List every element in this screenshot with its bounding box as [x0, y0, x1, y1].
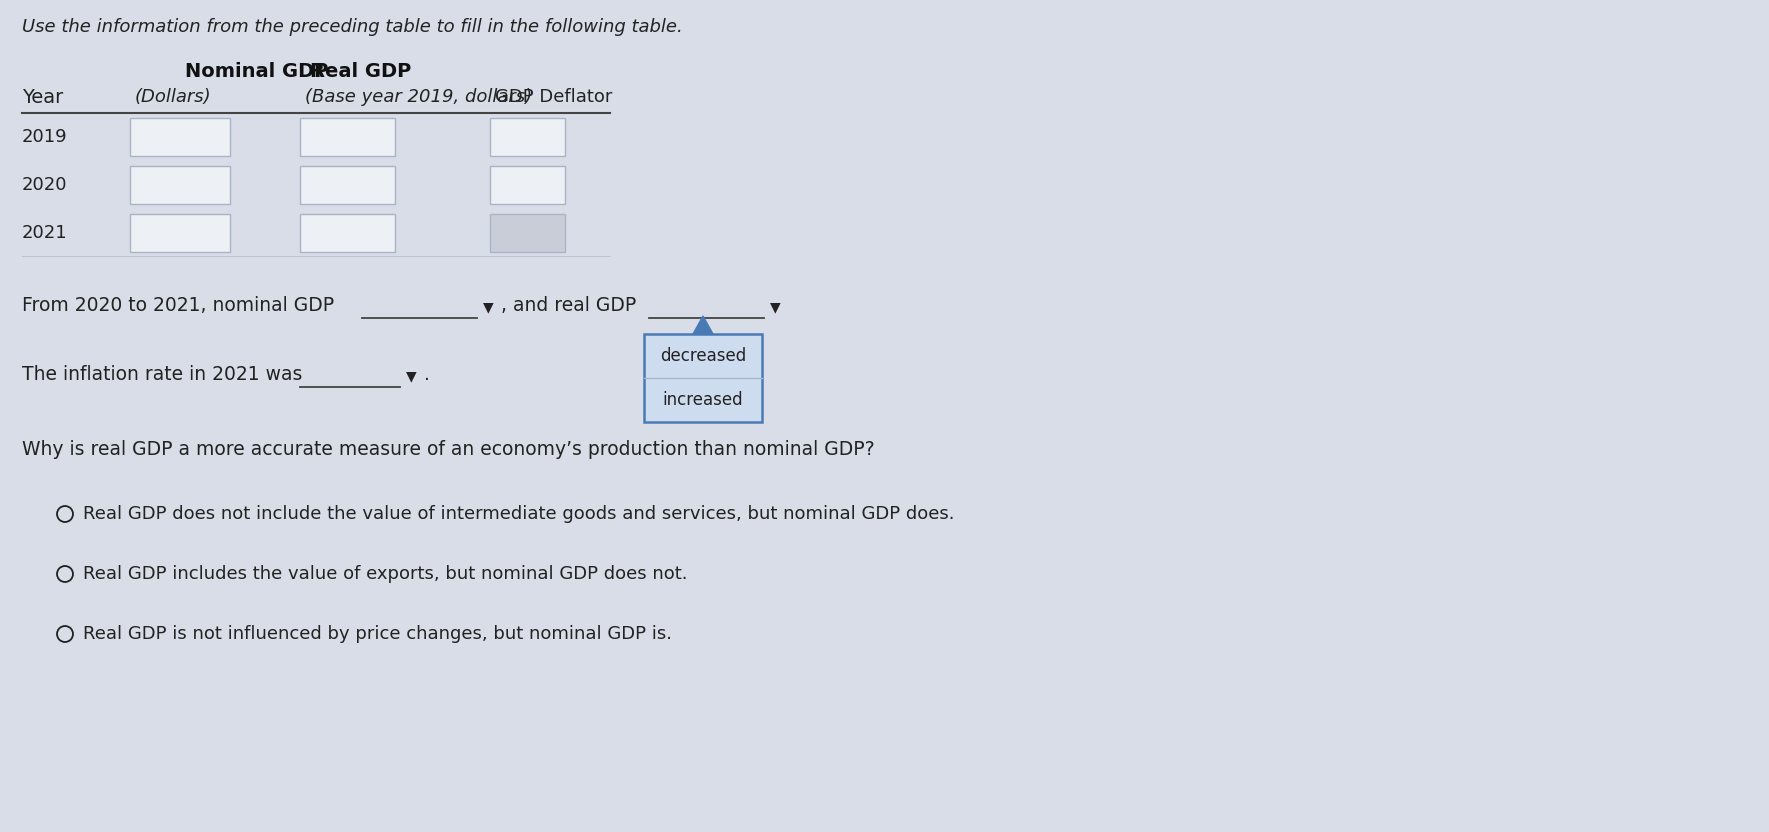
Text: ▼: ▼: [483, 300, 494, 314]
Text: Use the information from the preceding table to fill in the following table.: Use the information from the preceding t…: [21, 18, 683, 36]
Text: The inflation rate in 2021 was: The inflation rate in 2021 was: [21, 365, 302, 384]
Text: (Base year 2019, dollars): (Base year 2019, dollars): [304, 88, 532, 106]
FancyBboxPatch shape: [301, 214, 394, 252]
Text: Real GDP does not include the value of intermediate goods and services, but nomi: Real GDP does not include the value of i…: [83, 505, 955, 523]
Text: Year: Year: [21, 88, 64, 107]
FancyBboxPatch shape: [490, 214, 564, 252]
Text: 2021: 2021: [21, 224, 67, 242]
Text: 2020: 2020: [21, 176, 67, 194]
FancyBboxPatch shape: [129, 166, 230, 204]
Polygon shape: [693, 316, 713, 334]
FancyBboxPatch shape: [301, 118, 394, 156]
Text: Nominal GDP: Nominal GDP: [186, 62, 329, 81]
FancyBboxPatch shape: [490, 166, 564, 204]
Text: Why is real GDP a more accurate measure of an economy’s production than nominal : Why is real GDP a more accurate measure …: [21, 440, 874, 459]
FancyBboxPatch shape: [301, 166, 394, 204]
Text: ▼: ▼: [407, 369, 417, 383]
Text: (Dollars): (Dollars): [134, 88, 212, 106]
FancyBboxPatch shape: [490, 118, 564, 156]
Text: decreased: decreased: [660, 347, 747, 365]
Text: Real GDP is not influenced by price changes, but nominal GDP is.: Real GDP is not influenced by price chan…: [83, 625, 672, 643]
Text: 2019: 2019: [21, 128, 67, 146]
Text: GDP Deflator: GDP Deflator: [495, 88, 612, 106]
FancyBboxPatch shape: [644, 334, 762, 422]
FancyBboxPatch shape: [129, 118, 230, 156]
Text: ▼: ▼: [770, 300, 780, 314]
Text: , and real GDP: , and real GDP: [501, 296, 637, 315]
Text: increased: increased: [663, 391, 743, 409]
FancyBboxPatch shape: [129, 214, 230, 252]
Text: Real GDP includes the value of exports, but nominal GDP does not.: Real GDP includes the value of exports, …: [83, 565, 688, 583]
Text: Real GDP: Real GDP: [310, 62, 410, 81]
Text: From 2020 to 2021, nominal GDP: From 2020 to 2021, nominal GDP: [21, 296, 334, 315]
Text: .: .: [425, 365, 430, 384]
